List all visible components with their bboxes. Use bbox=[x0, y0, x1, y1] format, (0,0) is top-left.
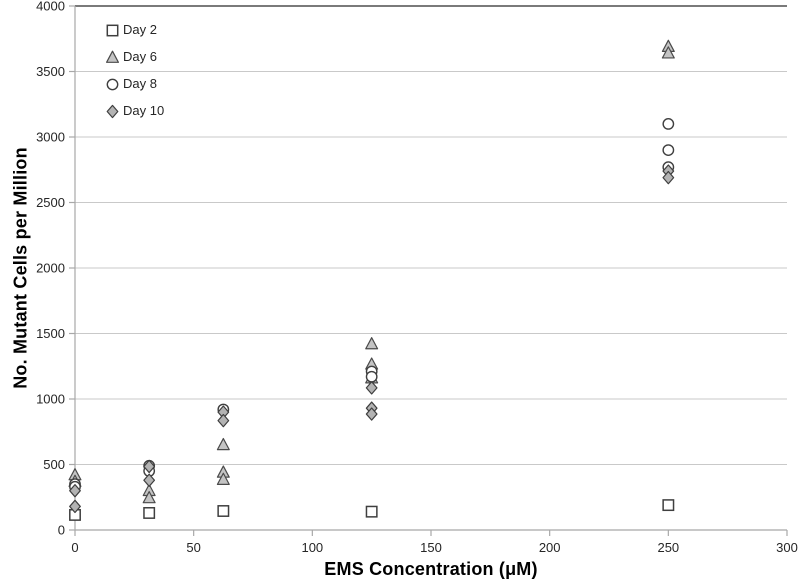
diamond-data-point-marker bbox=[106, 104, 119, 118]
diamond-data-point-marker bbox=[69, 484, 81, 498]
diamond-data-point-marker bbox=[662, 170, 675, 185]
legend-label: Day 8 bbox=[123, 76, 157, 91]
y-tick-label: 3000 bbox=[36, 130, 65, 145]
legend-item-day-8: Day 8 bbox=[104, 70, 164, 97]
y-tick-label: 2500 bbox=[36, 195, 65, 210]
triangle-data-point-marker bbox=[365, 337, 379, 350]
circle-data-point-marker bbox=[106, 78, 119, 90]
diamond-marker-icon bbox=[104, 103, 121, 119]
triangle-marker-icon bbox=[104, 49, 121, 65]
square-data-point-marker bbox=[143, 507, 156, 519]
circle-data-point-marker bbox=[662, 118, 675, 130]
legend-label: Day 10 bbox=[123, 103, 165, 118]
x-tick-label: 100 bbox=[301, 540, 323, 555]
legend-item-day-2: Day 2 bbox=[104, 16, 164, 43]
y-tick-label: 1500 bbox=[36, 326, 65, 341]
x-tick-label: 200 bbox=[539, 540, 561, 555]
circle-data-point-marker bbox=[365, 370, 378, 383]
x-axis-title: EMS Concentration (μM) bbox=[324, 559, 538, 579]
legend-label: Day 6 bbox=[123, 49, 157, 64]
diamond-data-point-marker bbox=[217, 413, 230, 428]
y-axis-title: No. Mutant Cells per Million bbox=[10, 147, 31, 389]
diamond-data-point-marker bbox=[365, 381, 378, 395]
triangle-data-point-marker bbox=[216, 472, 230, 485]
diamond-data-point-marker bbox=[143, 459, 156, 474]
diamond-data-point-marker bbox=[143, 473, 156, 487]
square-marker-icon bbox=[104, 22, 121, 38]
x-tick-label: 300 bbox=[776, 540, 798, 555]
x-tick-label: 0 bbox=[71, 540, 78, 555]
square-data-point-marker bbox=[106, 24, 119, 36]
legend: Day 2 Day 6 Day 8 Day 10 bbox=[104, 16, 164, 124]
triangle-data-point-marker bbox=[661, 46, 675, 59]
x-tick-label: 50 bbox=[186, 540, 200, 555]
diamond-data-point-marker bbox=[365, 407, 378, 421]
triangle-data-point-marker bbox=[105, 50, 119, 63]
x-tick-label: 150 bbox=[420, 540, 442, 555]
legend-item-day-6: Day 6 bbox=[104, 43, 164, 70]
triangle-data-point-marker bbox=[142, 491, 156, 504]
y-tick-label: 1000 bbox=[36, 392, 65, 407]
legend-label: Day 2 bbox=[123, 22, 157, 37]
triangle-data-point-marker bbox=[216, 437, 230, 451]
legend-item-day-10: Day 10 bbox=[104, 97, 164, 124]
square-data-point-marker bbox=[365, 505, 378, 518]
diamond-data-point-marker bbox=[69, 499, 81, 514]
y-tick-label: 0 bbox=[58, 523, 65, 538]
square-data-point-marker bbox=[662, 499, 675, 512]
y-tick-label: 3500 bbox=[36, 64, 65, 79]
square-data-point-marker bbox=[217, 505, 230, 517]
y-tick-label: 4000 bbox=[36, 0, 65, 14]
circle-marker-icon bbox=[104, 76, 121, 92]
y-tick-label: 500 bbox=[43, 457, 65, 472]
y-tick-label: 2000 bbox=[36, 261, 65, 276]
x-tick-label: 250 bbox=[657, 540, 679, 555]
circle-data-point-marker bbox=[662, 144, 675, 157]
